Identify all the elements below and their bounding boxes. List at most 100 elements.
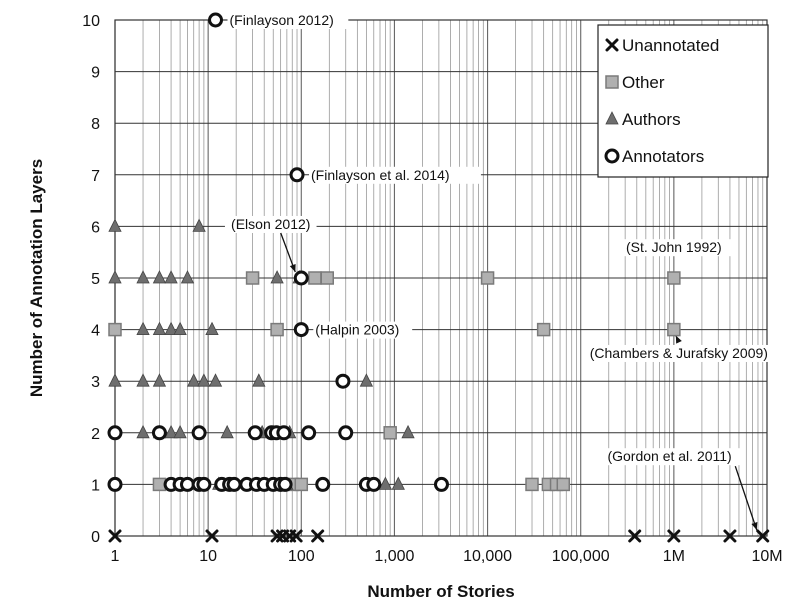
- annotation-label: (Finlayson et al. 2014): [311, 167, 450, 183]
- annotation-arrowhead: [289, 264, 296, 272]
- annotation-arrowhead: [675, 335, 682, 344]
- y-tick-label: 4: [91, 323, 100, 340]
- authors-point: [108, 218, 122, 232]
- legend-marker-unannotated: [605, 38, 619, 52]
- annotation-label: (St. John 1992): [626, 239, 722, 255]
- annotation-background: [227, 12, 349, 29]
- annotators-point: [151, 425, 167, 441]
- unannotated-point: [756, 529, 770, 543]
- annotation-label: (Gordon et al. 2011): [607, 448, 731, 464]
- authors-point: [136, 270, 150, 284]
- annotators-point: [366, 476, 382, 492]
- authors-point: [252, 373, 266, 387]
- authors-point: [108, 373, 122, 387]
- annotation-background: [594, 448, 745, 466]
- annotators-point: [293, 322, 309, 338]
- annotation-background: [309, 166, 481, 184]
- annotators-point: [107, 476, 123, 492]
- annotation-arrow: [734, 465, 758, 531]
- annotation-label: (Elson 2012): [231, 216, 310, 232]
- authors-point: [152, 270, 167, 284]
- unannotated-point: [108, 529, 122, 543]
- annotation-background: [313, 321, 413, 339]
- authors-point: [401, 424, 415, 439]
- other-point: [320, 271, 334, 285]
- y-axis-label: Number of Annotation Layers: [27, 159, 46, 397]
- annotators-point: [107, 425, 123, 441]
- annotators-point: [208, 12, 224, 28]
- x-tick-label: 10,000: [463, 548, 512, 565]
- annotation-background: [581, 344, 776, 362]
- authors-point: [391, 476, 405, 490]
- annotators-point: [191, 425, 207, 441]
- annotation-label: (Finlayson 2012): [230, 12, 334, 28]
- annotators-point: [433, 476, 449, 492]
- authors-point: [108, 270, 122, 284]
- annotators-point: [315, 476, 331, 492]
- y-tick-label: 2: [91, 426, 100, 443]
- unannotated-point: [628, 529, 642, 543]
- authors-point: [164, 321, 178, 335]
- x-tick-label: 1M: [663, 548, 685, 565]
- y-tick-label: 10: [82, 13, 100, 30]
- authors-point: [378, 476, 393, 490]
- other-point: [308, 271, 322, 285]
- authors-point: [205, 321, 219, 335]
- legend-marker-annotators: [604, 148, 620, 164]
- y-tick-label: 1: [91, 477, 100, 494]
- authors-point: [164, 424, 178, 439]
- annotators-point: [289, 167, 305, 183]
- authors-point: [152, 321, 167, 335]
- series-annotators: [107, 12, 449, 492]
- annotation-background: [617, 239, 731, 257]
- authors-point: [164, 270, 178, 284]
- x-tick-label: 1,000: [374, 548, 414, 565]
- other-point: [536, 322, 551, 337]
- series-authors: [108, 218, 415, 490]
- annotations: (Finlayson 2012) (Finlayson et al. 2014) (…: [224, 12, 776, 531]
- legend-box: [597, 24, 769, 178]
- authors-point: [192, 218, 206, 232]
- annotators-point: [301, 425, 317, 441]
- other-point: [294, 477, 309, 492]
- authors-point: [152, 373, 167, 387]
- y-tick-label: 0: [91, 529, 100, 546]
- x-tick-label: 1: [111, 548, 120, 565]
- other-point: [667, 271, 681, 285]
- authors-point: [136, 373, 150, 387]
- authors-point: [136, 321, 150, 335]
- unannotated-point: [667, 529, 681, 543]
- legend-marker-other: [605, 75, 619, 89]
- unannotated-point: [723, 529, 737, 543]
- y-tick-label: 3: [91, 374, 100, 391]
- unannotated-point: [289, 529, 303, 543]
- other-point: [245, 271, 260, 285]
- unannotated-point: [205, 529, 219, 543]
- other-point: [108, 322, 122, 337]
- legend-label-unannotated: Unannotated: [622, 36, 719, 55]
- y-tick-label: 6: [91, 219, 100, 236]
- annotators-point: [277, 476, 293, 492]
- annotation-label: (Halpin 2003): [315, 322, 399, 338]
- other-point: [556, 477, 571, 492]
- authors-point: [208, 373, 223, 387]
- annotators-point: [196, 476, 212, 492]
- other-point: [480, 271, 495, 285]
- annotators-point: [226, 476, 242, 492]
- other-point: [525, 477, 539, 492]
- x-tick-label: 100: [288, 548, 315, 565]
- other-point: [667, 322, 681, 337]
- authors-point: [173, 424, 187, 439]
- annotation-arrowhead: [751, 522, 758, 530]
- series-unannotated: [108, 529, 770, 543]
- authors-point: [270, 270, 284, 284]
- annotation-label: (Chambers & Jurafsky 2009): [590, 345, 768, 361]
- legend-label-authors: Authors: [622, 110, 681, 129]
- authors-point: [187, 373, 201, 387]
- legend-label-other: Other: [622, 73, 665, 92]
- y-tick-label: 8: [91, 116, 100, 133]
- x-tick-label: 100,000: [552, 548, 610, 565]
- authors-point: [136, 424, 150, 439]
